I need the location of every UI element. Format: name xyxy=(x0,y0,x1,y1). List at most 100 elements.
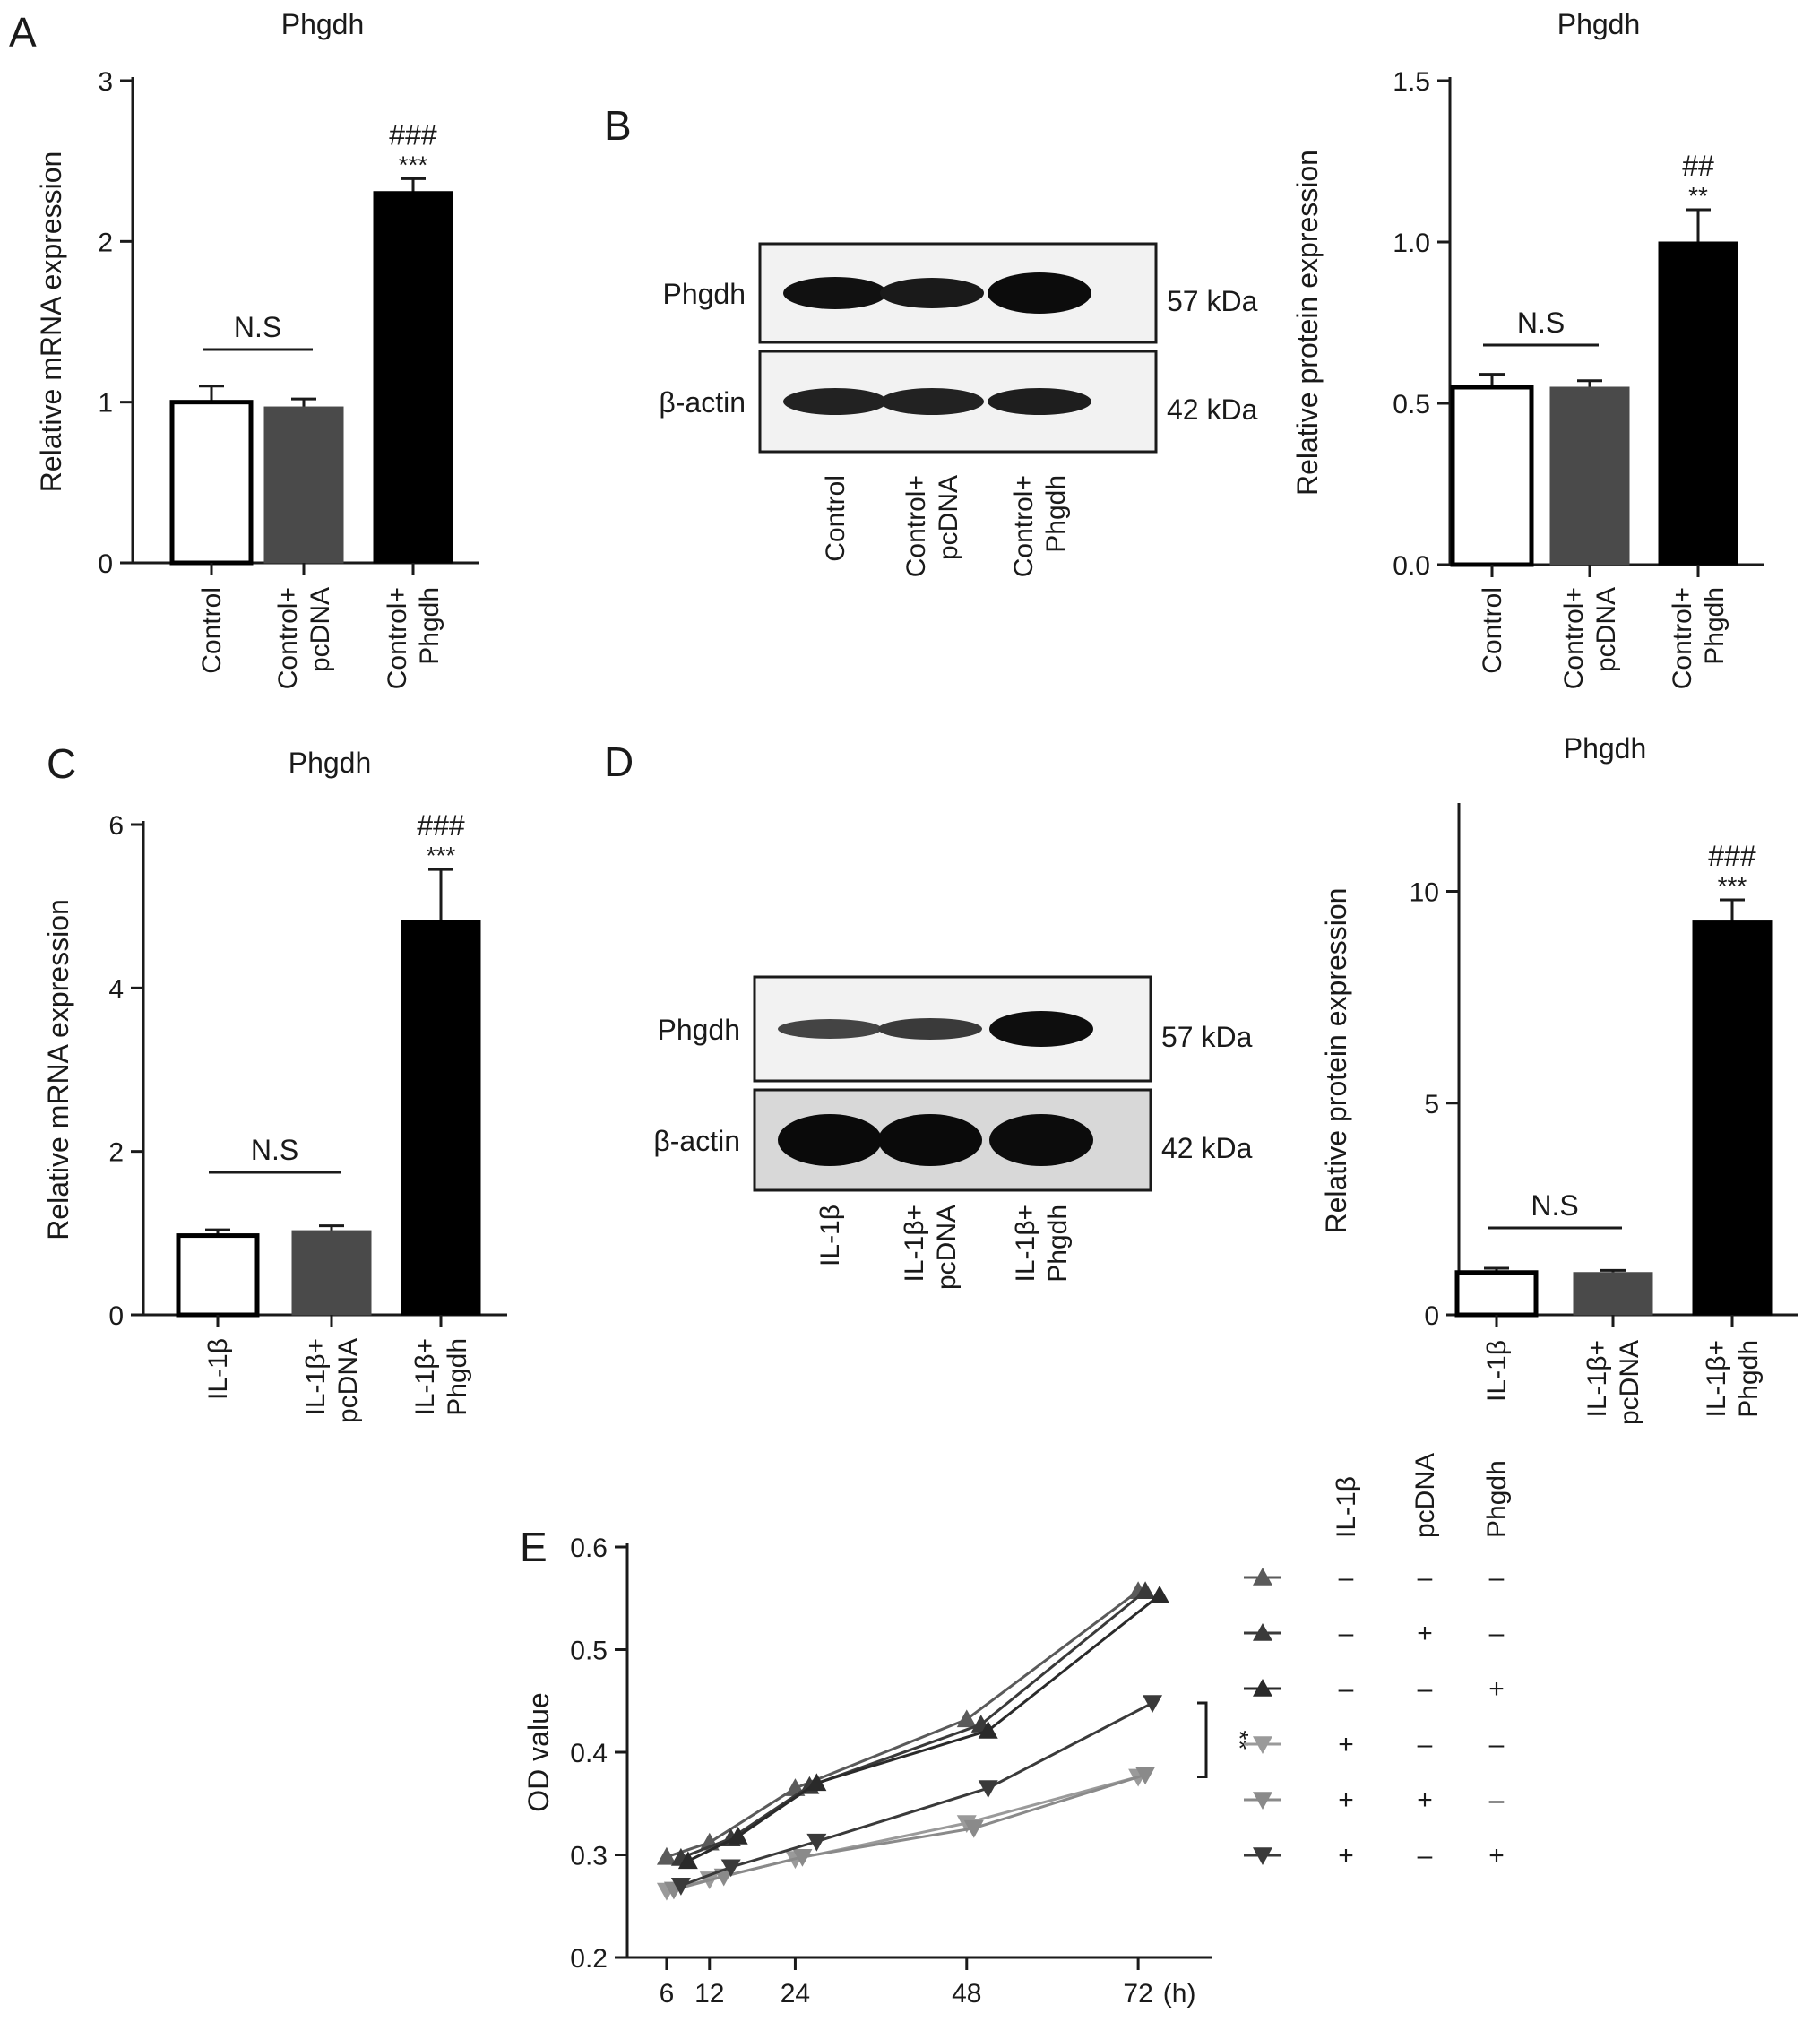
legend-cell: – xyxy=(1418,1674,1433,1704)
data-point xyxy=(963,1819,984,1838)
significance-hashes: ### xyxy=(1708,840,1756,872)
blot-band xyxy=(988,388,1091,415)
significance-stars: *** xyxy=(427,842,456,869)
significance-bracket xyxy=(1197,1701,1208,1778)
legend-cell: – xyxy=(1489,1619,1505,1648)
chart-e: 0.2 0.3 0.4 0.5 0.6 6 12 24 48 72 (h) OD value ** IL-… xyxy=(522,1453,1512,2009)
chart-d: Phgdh 0 5 10 Relative protein expression IL-1… xyxy=(1320,732,1798,1425)
significance-stars: ** xyxy=(1688,182,1708,210)
blot-row-label: Phgdh xyxy=(657,1014,740,1046)
y-tick-label: 0.2 xyxy=(570,1944,608,1974)
legend-column-header: Phgdh xyxy=(1482,1460,1512,1538)
y-tick-label: 4 xyxy=(108,974,124,1004)
data-point xyxy=(656,1846,677,1865)
data-point xyxy=(978,1780,998,1799)
data-point xyxy=(1135,1581,1156,1600)
blot-kda-label: 42 kDa xyxy=(1167,393,1258,426)
y-tick-label: 1 xyxy=(98,389,113,419)
ns-label: N.S xyxy=(1531,1189,1578,1222)
legend-cell: – xyxy=(1339,1674,1354,1704)
bar xyxy=(1450,385,1534,567)
blot-band xyxy=(989,1011,1093,1047)
x-tick-label: 24 xyxy=(781,1979,810,2009)
legend-marker xyxy=(1253,1568,1272,1586)
blot-kda-label: 57 kDa xyxy=(1167,285,1258,317)
significance-stars: *** xyxy=(399,151,428,178)
data-point xyxy=(677,1851,698,1870)
bar xyxy=(373,191,453,564)
data-point xyxy=(1150,1585,1170,1603)
western-blot-d: Phgdh 57 kDa β-actin 42 kDa IL-1β IL-1β+ pcDNA… xyxy=(653,975,1253,1290)
bar xyxy=(291,1230,372,1316)
chart-a: Phgdh 0 1 2 3 Relative mRNA expression Control… xyxy=(35,8,479,689)
series-line xyxy=(666,1590,1140,1859)
category-label: Control xyxy=(197,587,227,674)
category-label: Phgdh xyxy=(443,1338,472,1416)
series-line xyxy=(687,1594,1160,1862)
y-tick-label: 5 xyxy=(1424,1090,1439,1119)
blot-band xyxy=(778,1114,882,1166)
y-axis-label: Relative mRNA expression xyxy=(35,151,67,493)
significance-hashes: ### xyxy=(389,118,437,151)
category-label: Phgdh xyxy=(415,587,444,665)
legend-marker xyxy=(1253,1736,1272,1754)
bar xyxy=(176,1233,260,1318)
blot-lane-label: pcDNA xyxy=(934,475,963,560)
data-point xyxy=(792,1848,813,1867)
panel-letter-d: D xyxy=(604,739,634,785)
y-tick-label: 0.6 xyxy=(570,1534,608,1563)
category-label: Control+ xyxy=(273,587,303,689)
legend-marker xyxy=(1253,1679,1272,1697)
data-point xyxy=(1143,1695,1163,1714)
category-label: IL-1β xyxy=(203,1338,233,1400)
y-axis-label: Relative protein expression xyxy=(1291,150,1324,496)
category-label: pcDNA xyxy=(1615,1340,1644,1425)
legend-cell: + xyxy=(1488,1841,1505,1871)
bar xyxy=(1658,241,1738,566)
legend-cell: + xyxy=(1338,1841,1354,1871)
blot-band xyxy=(783,277,887,309)
blot-row-label: Phgdh xyxy=(662,278,746,310)
bar xyxy=(401,920,481,1316)
category-label: Control+ xyxy=(1668,587,1697,689)
blot-row-label: β-actin xyxy=(659,386,746,419)
category-label: IL-1β+ xyxy=(301,1338,331,1415)
blot-lane-label: pcDNA xyxy=(932,1205,962,1290)
legend-cell: – xyxy=(1489,1563,1505,1593)
bar xyxy=(1573,1272,1653,1316)
x-tick-label: 48 xyxy=(952,1979,981,2009)
blot-row-label: β-actin xyxy=(653,1125,740,1157)
blot-band xyxy=(880,388,984,415)
legend-column-header: pcDNA xyxy=(1410,1453,1440,1538)
blot-lane-label: Phgdh xyxy=(1043,1205,1073,1283)
chart-title: Phgdh xyxy=(1564,732,1647,765)
blot-lane-label: IL-1β xyxy=(815,1205,845,1266)
bar xyxy=(1549,386,1630,566)
legend-column-header: IL-1β xyxy=(1332,1476,1361,1538)
category-label: Phgdh xyxy=(1700,587,1729,665)
significance-stars: *** xyxy=(1718,872,1747,900)
y-tick-label: 2 xyxy=(108,1138,124,1168)
chart-title: Phgdh xyxy=(1557,8,1641,40)
y-tick-label: 0 xyxy=(98,549,113,579)
data-point xyxy=(720,1859,741,1878)
panel-letter-a: A xyxy=(9,9,37,56)
y-tick-label: 10 xyxy=(1410,878,1439,908)
bar xyxy=(1454,1270,1539,1318)
significance-stars: ** xyxy=(1226,1730,1254,1750)
y-tick-label: 0.4 xyxy=(570,1739,608,1768)
legend-cell: + xyxy=(1417,1619,1433,1648)
bar xyxy=(263,406,344,564)
significance-hashes: ### xyxy=(417,809,465,842)
blot-lane-label: Control xyxy=(821,475,850,562)
blot-kda-label: 42 kDa xyxy=(1161,1132,1253,1164)
blot-kda-label: 57 kDa xyxy=(1161,1021,1253,1053)
data-point xyxy=(670,1878,691,1896)
data-point xyxy=(1135,1767,1156,1785)
legend-cell: + xyxy=(1338,1785,1354,1815)
chart-title: Phgdh xyxy=(281,8,365,40)
ns-label: N.S xyxy=(1517,307,1565,339)
legend-cell: – xyxy=(1418,1730,1433,1759)
blot-lane-label: IL-1β+ xyxy=(900,1205,929,1282)
legend-marker xyxy=(1253,1792,1272,1810)
